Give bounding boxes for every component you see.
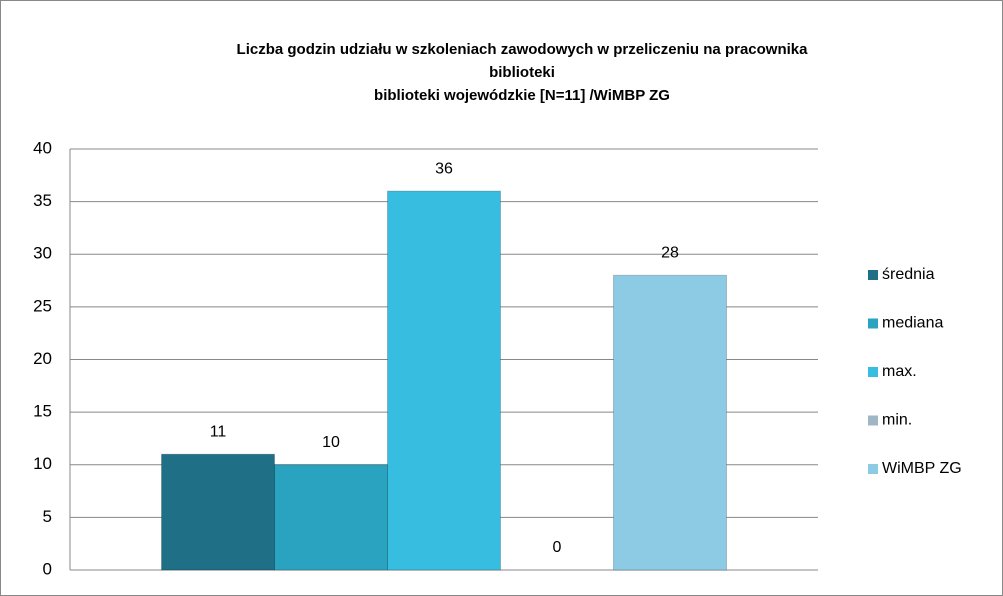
y-tick-label: 35 (33, 191, 52, 210)
legend-marker (868, 318, 878, 329)
data-label: 10 (322, 434, 340, 451)
y-tick-label: 20 (33, 349, 52, 368)
legend-marker (868, 464, 878, 474)
legend-label: max. (882, 363, 917, 380)
legend-label: średnia (882, 266, 935, 283)
bar (613, 274, 727, 571)
data-label: 11 (210, 423, 227, 440)
y-tick-label: 40 (33, 138, 52, 157)
bar (274, 464, 388, 571)
legend-label: WiMBP ZG (882, 460, 962, 477)
y-tick-label: 0 (43, 559, 52, 578)
legend-marker (868, 415, 878, 426)
y-tick-label: 5 (43, 507, 52, 526)
y-tick-label: 25 (33, 296, 52, 315)
chart-title: Liczba godzin udziału w szkoleniach zawo… (237, 41, 809, 58)
y-tick-label: 30 (33, 244, 52, 263)
data-label: 36 (435, 160, 453, 177)
bar (161, 453, 275, 571)
chart-title: biblioteki (489, 64, 555, 81)
y-tick-label: 15 (33, 402, 52, 421)
legend-label: min. (882, 412, 912, 429)
chart-title: biblioteki wojewódzkie [N=11] /WiMBP ZG (374, 87, 670, 104)
data-label: 0 (553, 539, 562, 556)
y-tick-label: 10 (33, 454, 52, 473)
bar (387, 190, 501, 571)
legend-marker (868, 270, 878, 280)
data-label: 28 (661, 245, 679, 262)
legend-label: mediana (882, 315, 943, 332)
legend-marker (868, 367, 878, 377)
